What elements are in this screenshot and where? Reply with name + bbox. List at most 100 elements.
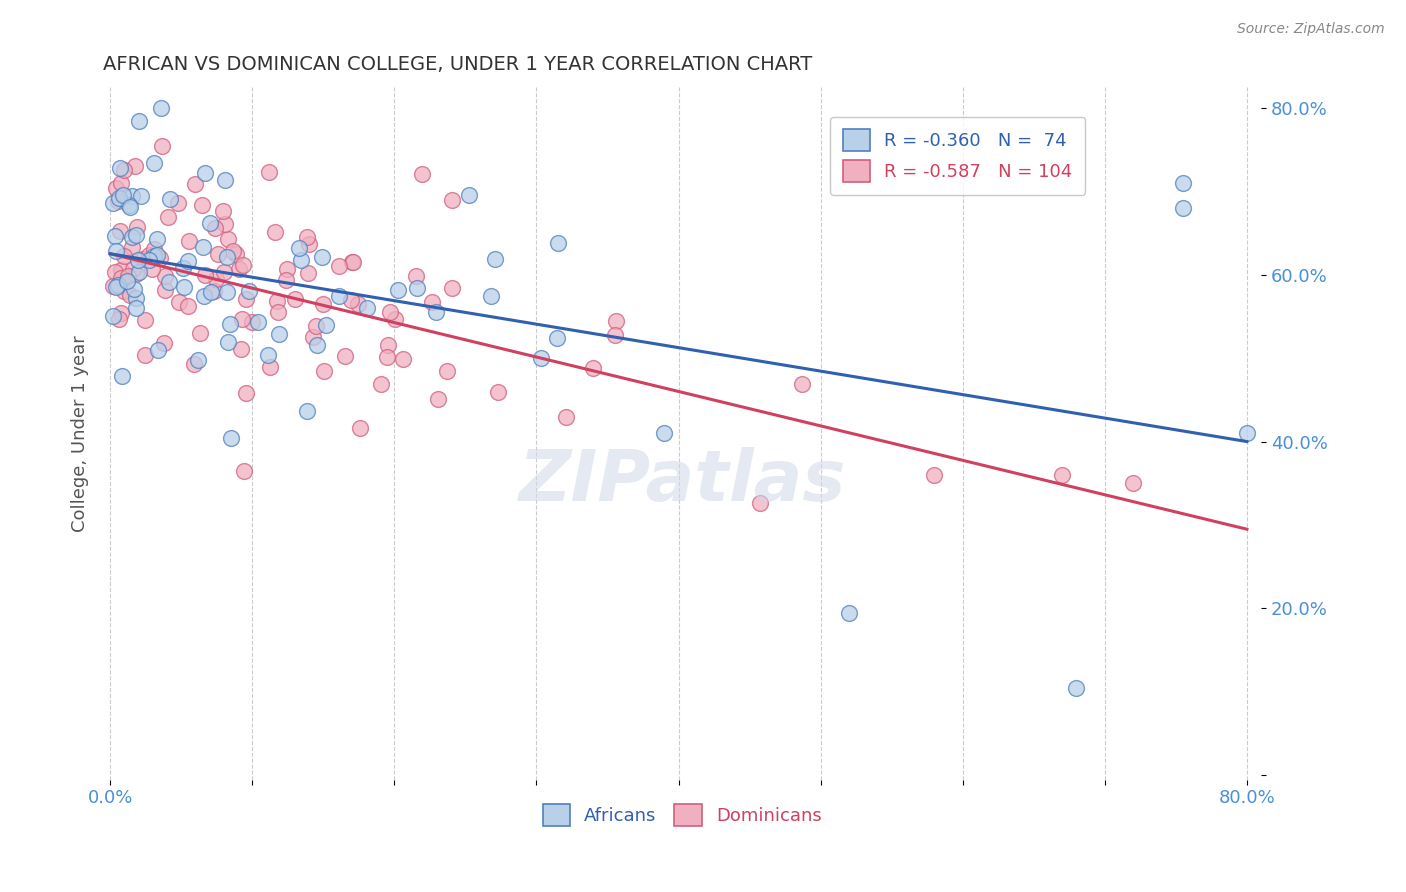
Point bbox=[104, 229, 127, 244]
Point bbox=[295, 230, 318, 244]
Point bbox=[218, 317, 240, 331]
Point bbox=[115, 274, 138, 288]
Point bbox=[276, 273, 298, 287]
Point bbox=[458, 188, 481, 202]
Point bbox=[790, 376, 813, 391]
Point bbox=[153, 336, 176, 351]
Point bbox=[246, 315, 269, 329]
Point bbox=[143, 242, 166, 256]
Point bbox=[110, 306, 132, 320]
Point bbox=[1236, 426, 1258, 441]
Point bbox=[333, 349, 356, 363]
Point bbox=[256, 348, 278, 362]
Point bbox=[121, 240, 143, 254]
Point bbox=[217, 231, 239, 245]
Point bbox=[105, 181, 128, 195]
Point bbox=[110, 176, 132, 190]
Text: AFRICAN VS DOMINICAN COLLEGE, UNDER 1 YEAR CORRELATION CHART: AFRICAN VS DOMINICAN COLLEGE, UNDER 1 YE… bbox=[103, 55, 813, 74]
Point bbox=[425, 305, 447, 319]
Point bbox=[1066, 681, 1088, 695]
Point bbox=[233, 464, 256, 478]
Point bbox=[125, 301, 148, 316]
Point bbox=[121, 261, 143, 276]
Point bbox=[219, 431, 242, 445]
Point bbox=[110, 271, 132, 285]
Point bbox=[191, 240, 214, 254]
Point bbox=[238, 285, 260, 299]
Point bbox=[112, 249, 135, 263]
Point bbox=[405, 268, 427, 283]
Point bbox=[176, 300, 198, 314]
Point bbox=[387, 284, 409, 298]
Point bbox=[222, 244, 245, 258]
Point bbox=[138, 248, 160, 262]
Point bbox=[108, 312, 131, 326]
Point bbox=[484, 252, 506, 266]
Point bbox=[117, 268, 139, 283]
Point bbox=[349, 421, 371, 435]
Point bbox=[284, 292, 307, 306]
Point bbox=[375, 350, 398, 364]
Point bbox=[328, 289, 350, 303]
Point bbox=[654, 426, 676, 441]
Point bbox=[110, 263, 132, 277]
Point bbox=[145, 248, 167, 262]
Point bbox=[384, 311, 406, 326]
Point bbox=[530, 351, 553, 365]
Point bbox=[315, 318, 337, 332]
Point bbox=[107, 194, 129, 209]
Point bbox=[101, 196, 124, 211]
Point bbox=[547, 235, 569, 250]
Point bbox=[169, 295, 191, 310]
Point bbox=[295, 403, 318, 417]
Point bbox=[177, 253, 200, 268]
Point bbox=[105, 244, 128, 258]
Point bbox=[146, 343, 169, 358]
Point bbox=[215, 285, 238, 300]
Point bbox=[121, 189, 143, 203]
Point bbox=[420, 295, 443, 310]
Point bbox=[441, 280, 464, 294]
Point bbox=[232, 258, 254, 272]
Point bbox=[215, 250, 238, 264]
Point bbox=[228, 262, 250, 277]
Point bbox=[108, 191, 131, 205]
Point bbox=[112, 162, 135, 177]
Point bbox=[101, 310, 124, 324]
Point bbox=[342, 255, 364, 269]
Point bbox=[231, 342, 253, 356]
Point bbox=[340, 254, 363, 268]
Point bbox=[145, 232, 167, 246]
Point bbox=[406, 281, 429, 295]
Point bbox=[328, 259, 350, 273]
Point bbox=[191, 198, 214, 212]
Point bbox=[188, 326, 211, 340]
Point bbox=[1171, 176, 1194, 190]
Point bbox=[1171, 201, 1194, 215]
Point bbox=[427, 392, 450, 406]
Point bbox=[149, 101, 172, 115]
Point bbox=[112, 188, 135, 202]
Point bbox=[288, 241, 311, 255]
Point bbox=[118, 288, 141, 302]
Point bbox=[242, 315, 264, 329]
Point bbox=[194, 166, 217, 180]
Point bbox=[128, 265, 150, 279]
Point bbox=[264, 226, 287, 240]
Point bbox=[1050, 467, 1073, 482]
Text: ZIPatlas: ZIPatlas bbox=[519, 447, 846, 516]
Point bbox=[143, 249, 166, 263]
Point bbox=[129, 189, 152, 203]
Point bbox=[157, 210, 180, 224]
Point bbox=[187, 352, 209, 367]
Point bbox=[193, 288, 215, 302]
Point bbox=[125, 228, 148, 243]
Point bbox=[302, 330, 325, 344]
Point bbox=[392, 351, 415, 366]
Point bbox=[127, 252, 149, 267]
Point bbox=[107, 278, 129, 293]
Point bbox=[214, 217, 236, 231]
Point bbox=[436, 364, 458, 378]
Point bbox=[924, 467, 946, 482]
Point bbox=[101, 278, 124, 293]
